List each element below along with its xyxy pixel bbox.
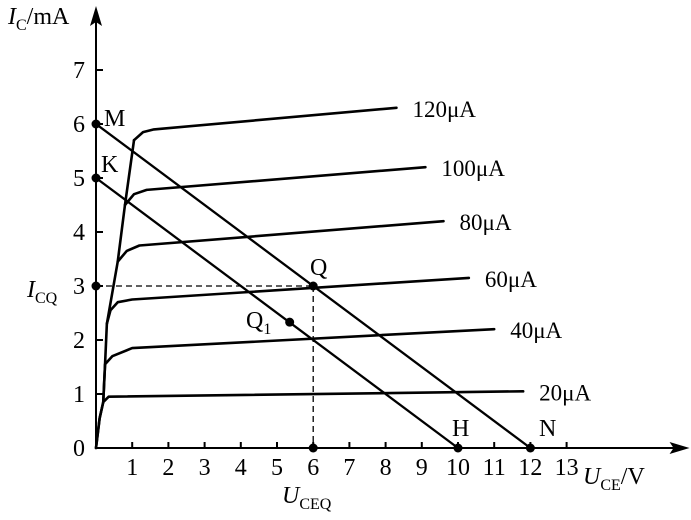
curve-label-20μA: 20μA	[539, 380, 591, 405]
y-tick-label: 4	[73, 220, 85, 246]
point-H	[453, 443, 463, 453]
label-Q: Q	[310, 255, 327, 281]
saturation-envelope	[94, 138, 136, 450]
curve-120μA	[132, 106, 398, 142]
curve-label-120μA: 120μA	[412, 97, 476, 122]
operating-points	[91, 119, 535, 453]
x-tick-label: 6	[307, 455, 319, 481]
curve-40μA	[101, 327, 496, 404]
x-tick-label: 11	[483, 455, 506, 481]
labels: IC/mA UCE/V MK Q Q1 H N ICQ UCEQ	[7, 4, 645, 513]
x-tick-label: 5	[271, 455, 283, 481]
x-tick-label: 1	[126, 455, 138, 481]
curve-label-40μA: 40μA	[510, 318, 562, 343]
point-K	[91, 173, 101, 183]
x-axis-label: UCE/V	[583, 464, 645, 494]
label-Q1: Q1	[246, 308, 271, 338]
label-H: H	[452, 416, 469, 442]
label-N: N	[539, 416, 556, 442]
label-K: K	[101, 152, 119, 178]
x-tick-label: 8	[380, 455, 392, 481]
point-M	[91, 119, 101, 129]
x-tick-label: 2	[162, 455, 174, 481]
load-line-KH	[95, 177, 459, 449]
x-tick-label: 9	[416, 455, 428, 481]
axes	[90, 6, 690, 454]
label-UCEQ: UCEQ	[282, 483, 332, 513]
x-tick-label: 3	[199, 455, 211, 481]
y-tick-label: 5	[73, 166, 85, 192]
y-tick-label: 7	[73, 58, 85, 84]
label-M: M	[104, 106, 125, 132]
y-axis-label: IC/mA	[7, 4, 70, 34]
curve-label-80μA: 80μA	[460, 210, 512, 235]
x-axis-arrow	[669, 442, 690, 454]
y-tick-label: 1	[73, 382, 85, 408]
y-tick-label: 2	[73, 328, 85, 354]
curve-60μA	[105, 276, 471, 326]
label-ICQ: ICQ	[26, 277, 58, 307]
uceq-axis-dot	[308, 443, 318, 453]
y-tick-label: 0	[73, 436, 85, 462]
x-tick-label: 12	[518, 455, 542, 481]
curve-80μA	[116, 219, 445, 263]
y-axis-arrow	[90, 6, 102, 26]
curve-100μA	[123, 165, 427, 207]
x-tick-label: 4	[235, 455, 247, 481]
curve-label-60μA: 60μA	[485, 267, 537, 292]
characteristic-curves: 20μA 40μA 60μA 80μA 100μA 120μA	[94, 97, 591, 450]
x-tick-label: 10	[446, 455, 470, 481]
x-tick-label: 7	[343, 455, 355, 481]
curve-label-100μA: 100μA	[441, 156, 505, 181]
x-tick-label: 13	[555, 455, 579, 481]
point-Q	[308, 281, 318, 291]
point-Q1	[285, 317, 295, 327]
y-tick-label: 3	[73, 274, 85, 300]
icq-axis-dot	[91, 281, 101, 291]
y-tick-label: 6	[73, 112, 85, 138]
point-N	[525, 443, 535, 453]
